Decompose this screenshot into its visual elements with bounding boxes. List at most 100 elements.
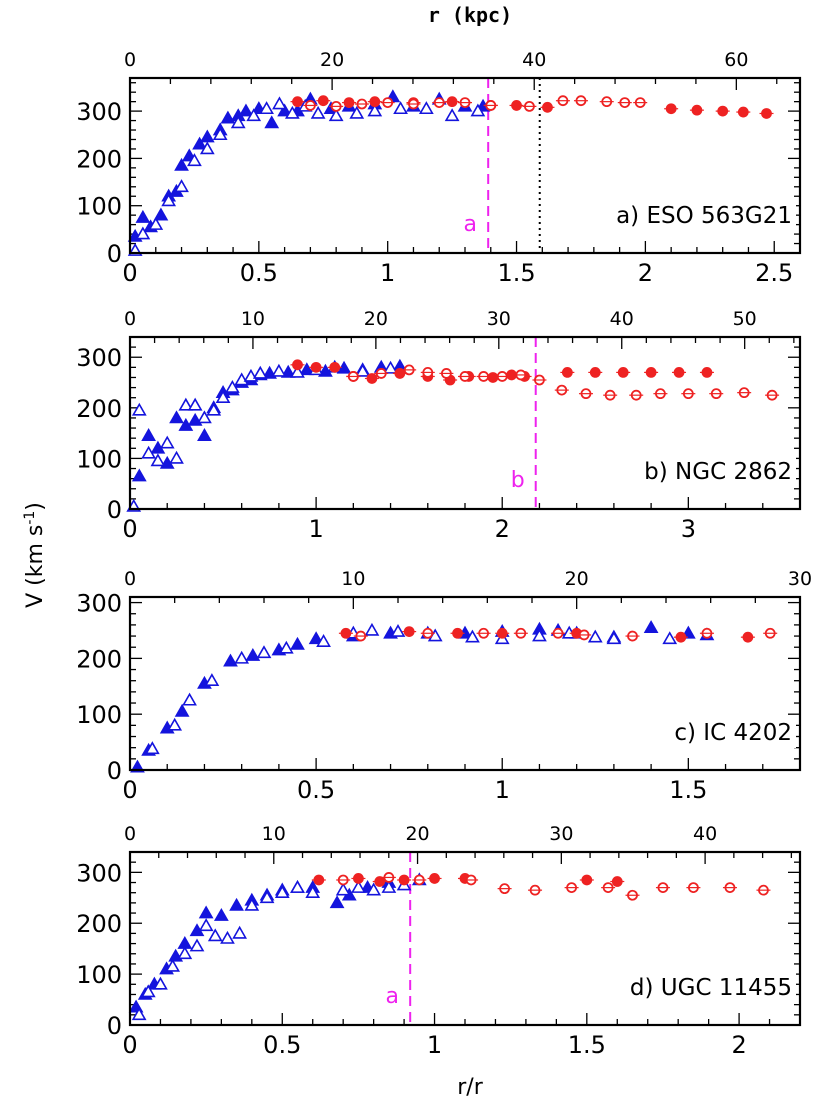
top-tick-label: 20 — [565, 568, 589, 590]
data-point — [259, 890, 275, 904]
data-point — [174, 703, 190, 717]
bottom-tick-label: 1 — [427, 1031, 442, 1059]
data-point — [284, 105, 300, 119]
y-tick-label: 300 — [76, 98, 122, 126]
data-point — [197, 428, 212, 441]
y-tick-label: 0 — [107, 757, 122, 785]
bottom-tick-label: 0.5 — [263, 1031, 301, 1059]
bottom-tick-label: 1.5 — [568, 1031, 606, 1059]
data-point — [220, 930, 235, 944]
data-point — [153, 207, 169, 221]
data-point — [355, 363, 371, 377]
data-point — [169, 450, 184, 464]
data-point — [318, 363, 333, 377]
bottom-tick-label: 1 — [495, 776, 510, 804]
data-point — [271, 363, 287, 377]
data-point — [280, 364, 296, 378]
data-point — [444, 108, 460, 122]
y-axis-title-main: V (km s — [23, 525, 48, 608]
panel-label: d) UGC 11455 — [630, 975, 792, 1001]
panel-frame — [128, 850, 802, 1027]
top-tick-label: 40 — [610, 308, 634, 330]
y-tick-label: 0 — [107, 496, 122, 524]
data-point — [229, 897, 244, 911]
data-point — [643, 620, 659, 633]
panel-label-bg — [640, 455, 796, 487]
bottom-tick-label: 3 — [681, 515, 696, 543]
data-point — [204, 673, 220, 687]
data-point — [234, 372, 250, 386]
top-tick-label: 30 — [487, 308, 511, 330]
data-point — [305, 885, 321, 899]
bottom-tick-label: 2 — [638, 259, 653, 287]
data-point — [328, 108, 344, 122]
y-tick-label: 200 — [76, 145, 122, 173]
top-tick-label: 20 — [364, 308, 388, 330]
panel-label-bg — [612, 199, 796, 231]
y-tick-label: 300 — [76, 859, 122, 887]
y-tick-label: 200 — [76, 645, 122, 673]
bottom-tick-label: 0 — [122, 259, 137, 287]
top-tick-label: 0 — [124, 49, 136, 71]
bottom-tick-label: 1 — [380, 259, 395, 287]
panel-0: 0 0.5 1 1.5 2 2.5 0 20 40 60 0 100 200 300 a a) ESO 563… — [76, 49, 802, 287]
data-point — [290, 880, 305, 893]
bottom-tick-label: 1 — [308, 515, 323, 543]
y-tick-label: 0 — [107, 1012, 122, 1040]
data-point — [159, 435, 175, 449]
top-tick-label: 50 — [733, 308, 757, 330]
data-point — [308, 631, 324, 645]
data-point — [161, 193, 177, 207]
top-tick-label: 60 — [724, 49, 748, 71]
marker-line-label: a — [385, 984, 398, 1009]
y-tick-label: 300 — [76, 590, 122, 618]
data-point — [310, 105, 326, 119]
bottom-tick-label: 1.5 — [669, 776, 707, 804]
y-tick-label: 0 — [107, 240, 122, 268]
top-tick-label: 30 — [549, 823, 573, 845]
data-point — [316, 634, 331, 647]
data-point — [144, 741, 160, 755]
data-point — [256, 645, 272, 659]
data-point — [189, 938, 205, 952]
data-point — [606, 631, 622, 645]
data-point — [272, 96, 287, 110]
bottom-tick-label: 0 — [122, 515, 137, 543]
data-point — [140, 984, 156, 998]
data-point — [465, 629, 480, 643]
bottom-tick-label: 1.5 — [497, 259, 535, 287]
data-point — [470, 103, 486, 117]
marker-line-label: b — [511, 468, 525, 493]
top-tick-label: 30 — [788, 568, 812, 590]
top-tick-label: 40 — [522, 49, 546, 71]
bottom-tick-label: 2 — [731, 1031, 746, 1059]
y-tick-label: 100 — [76, 701, 122, 729]
data-point — [277, 103, 292, 117]
top-tick-label: 0 — [124, 308, 136, 330]
panel-label-bg — [625, 971, 796, 1003]
data-point — [662, 631, 678, 645]
y-axis-title-sup: -1 — [22, 511, 38, 525]
data-point — [230, 115, 246, 129]
y-tick-label: 200 — [76, 395, 122, 423]
data-point — [206, 402, 222, 416]
data-point — [150, 453, 166, 467]
data-point — [335, 882, 351, 896]
top-tick-label: 20 — [320, 49, 344, 71]
data-point — [220, 110, 236, 124]
y-tick-label: 200 — [76, 910, 122, 938]
bottom-tick-label: 2.5 — [755, 259, 793, 287]
panel-label-bg — [670, 716, 796, 748]
data-point — [232, 925, 248, 939]
y-axis-title: V (km s-1) — [22, 502, 48, 608]
panel-label: a) ESO 563G21 — [616, 203, 792, 229]
data-point — [141, 428, 156, 441]
data-point — [252, 365, 268, 379]
bottom-tick-label: 2 — [495, 515, 510, 543]
data-point — [238, 103, 254, 117]
data-point — [390, 623, 406, 637]
data-point — [274, 885, 290, 899]
